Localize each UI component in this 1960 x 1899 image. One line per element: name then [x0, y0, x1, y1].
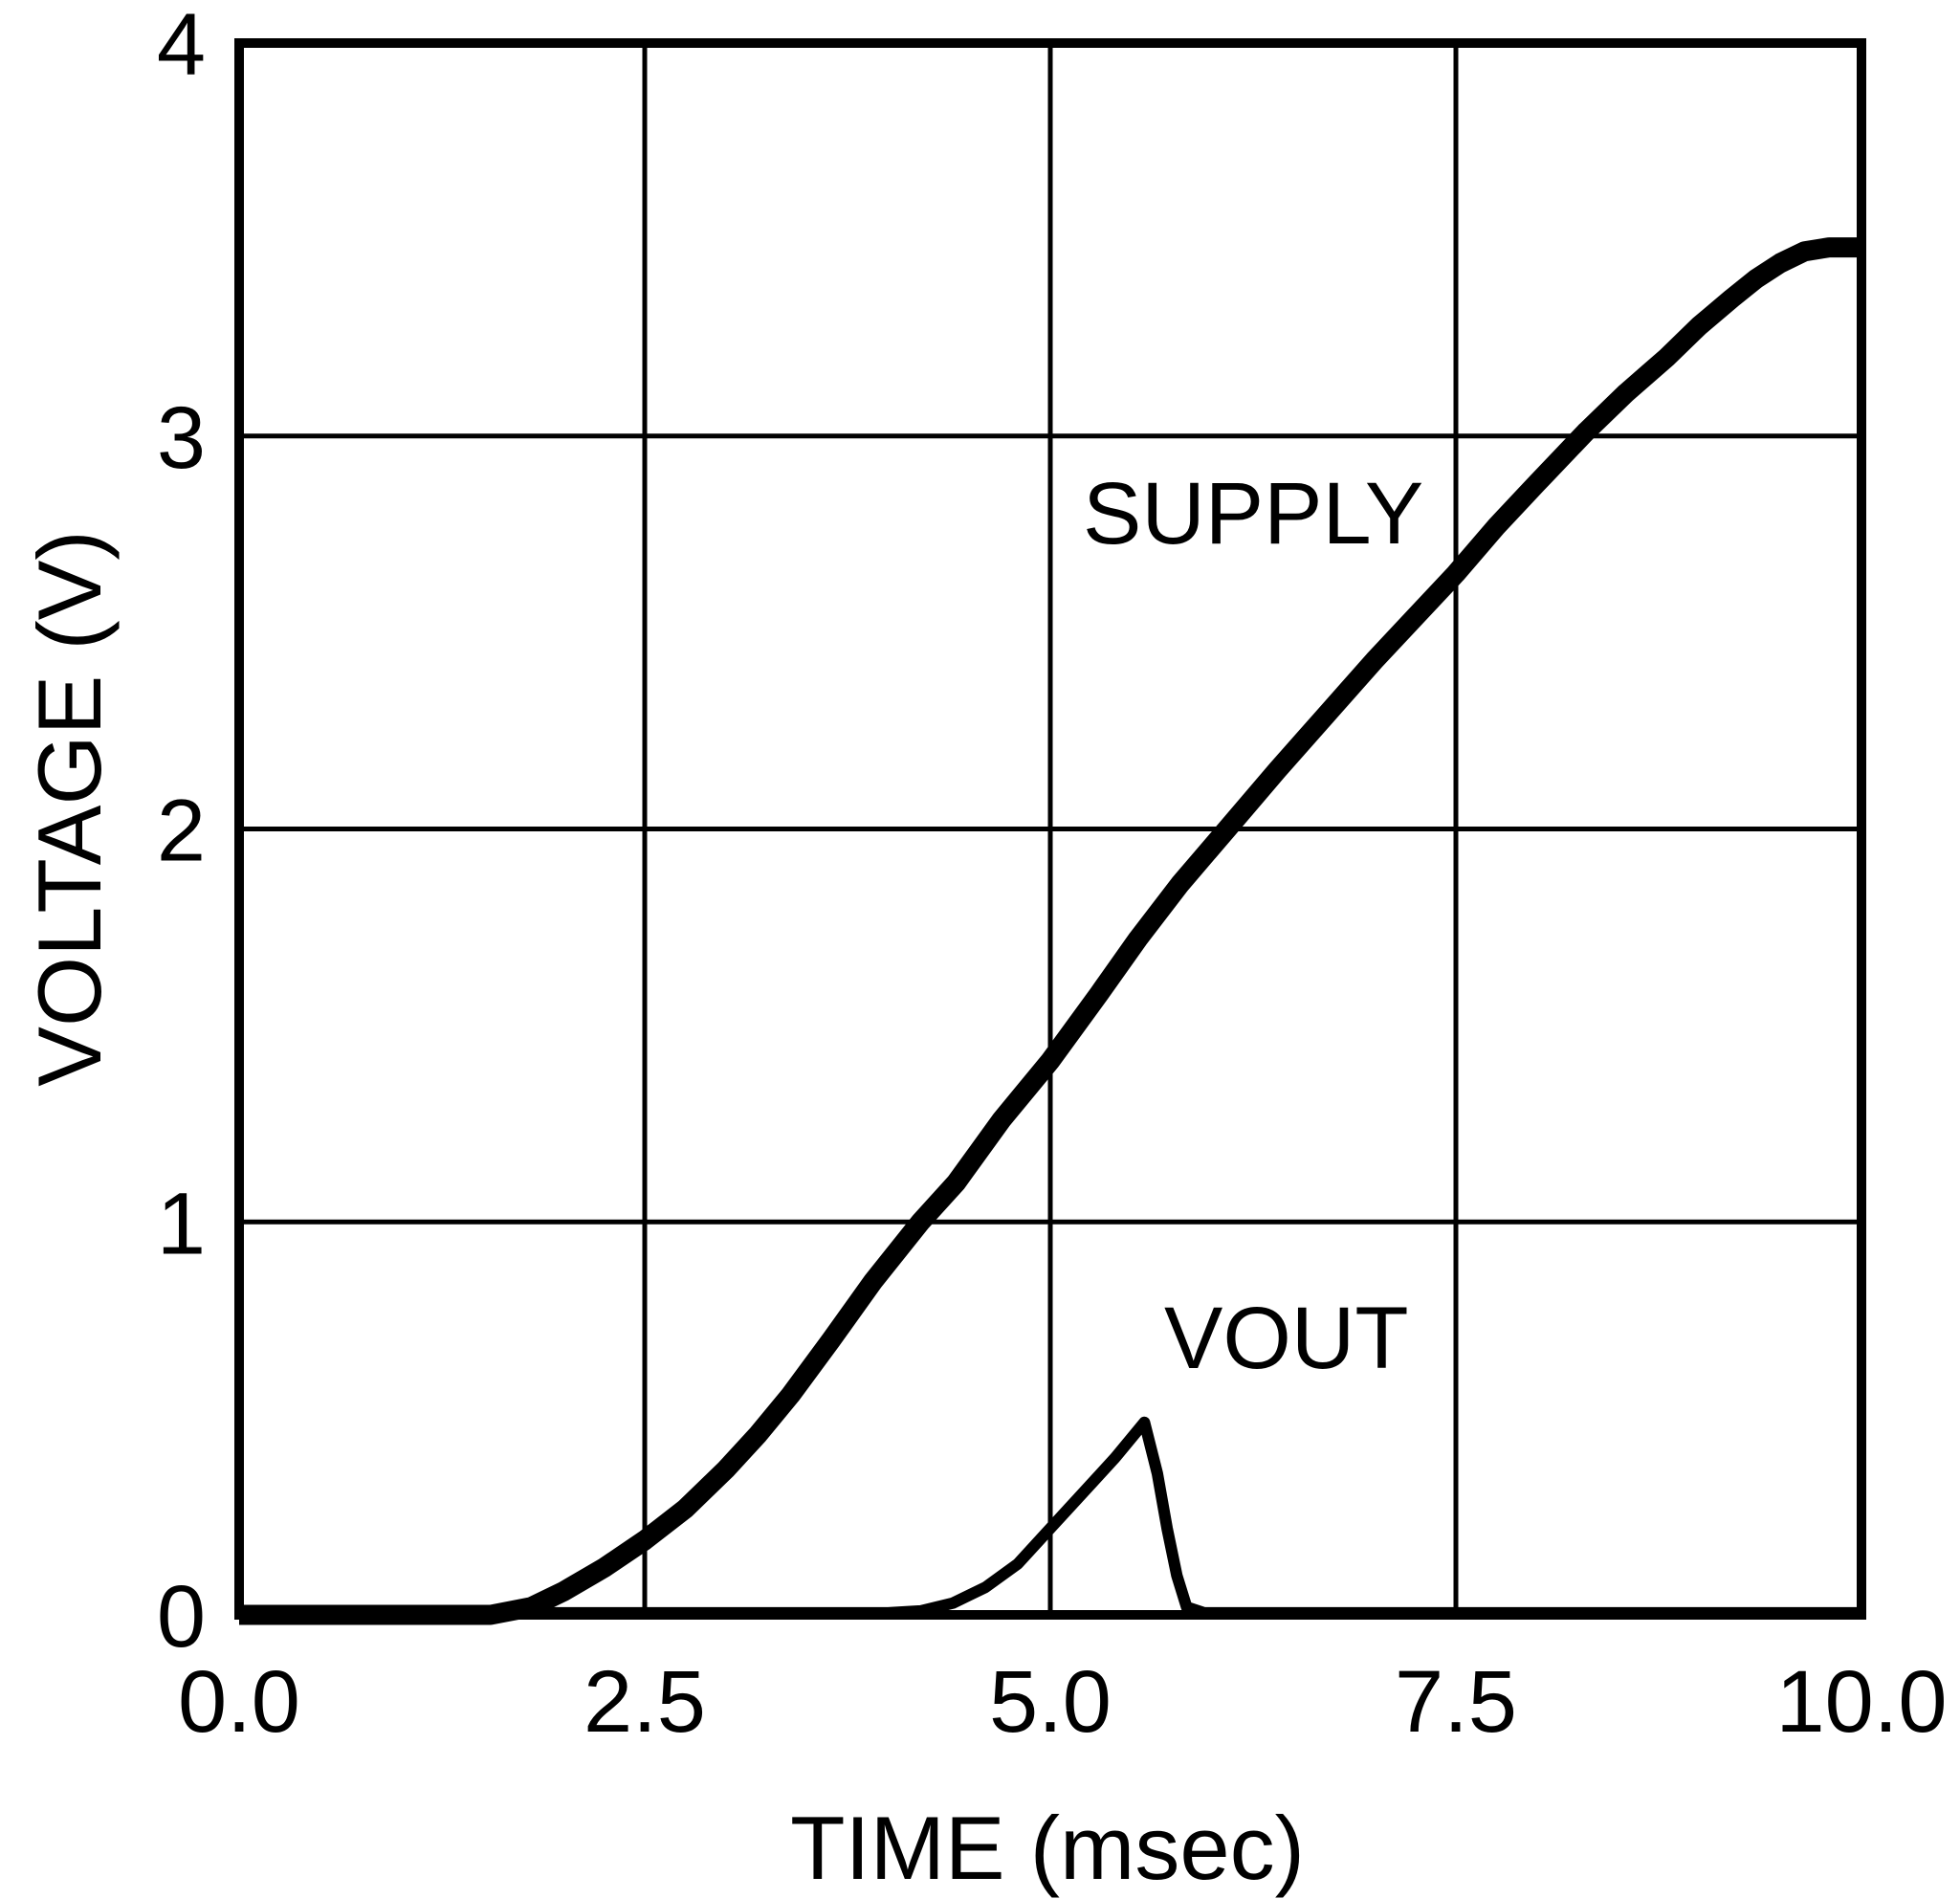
x-tick-label: 10.0 — [1775, 1653, 1947, 1751]
y-axis-title: VOLTAGE (V) — [19, 530, 120, 1087]
gridlines — [239, 43, 1861, 1615]
y-tick-label: 1 — [157, 1175, 206, 1272]
x-tick-label: 0.0 — [178, 1653, 300, 1751]
x-tick-label: 2.5 — [584, 1653, 706, 1751]
y-tick-label: 3 — [157, 389, 206, 487]
vout-series-label: VOUT — [1164, 1290, 1409, 1387]
y-tick-label: 2 — [157, 783, 206, 880]
x-tick-label: 5.0 — [989, 1653, 1112, 1751]
supply-series-label: SUPPLY — [1083, 465, 1423, 563]
plot-border — [234, 38, 1866, 1620]
vout-curve — [239, 1416, 1861, 1619]
y-tick-label: 4 — [157, 0, 206, 94]
x-tick-labels: 0.0 2.5 5.0 7.5 10.0 — [178, 1653, 1947, 1751]
x-tick-label: 7.5 — [1395, 1653, 1517, 1751]
x-axis-title: TIME (msec) — [790, 1798, 1305, 1898]
y-tick-label: 0 — [157, 1568, 206, 1666]
y-tick-labels: 0 1 2 3 4 — [157, 0, 206, 1666]
supply-curve — [239, 237, 1861, 1625]
